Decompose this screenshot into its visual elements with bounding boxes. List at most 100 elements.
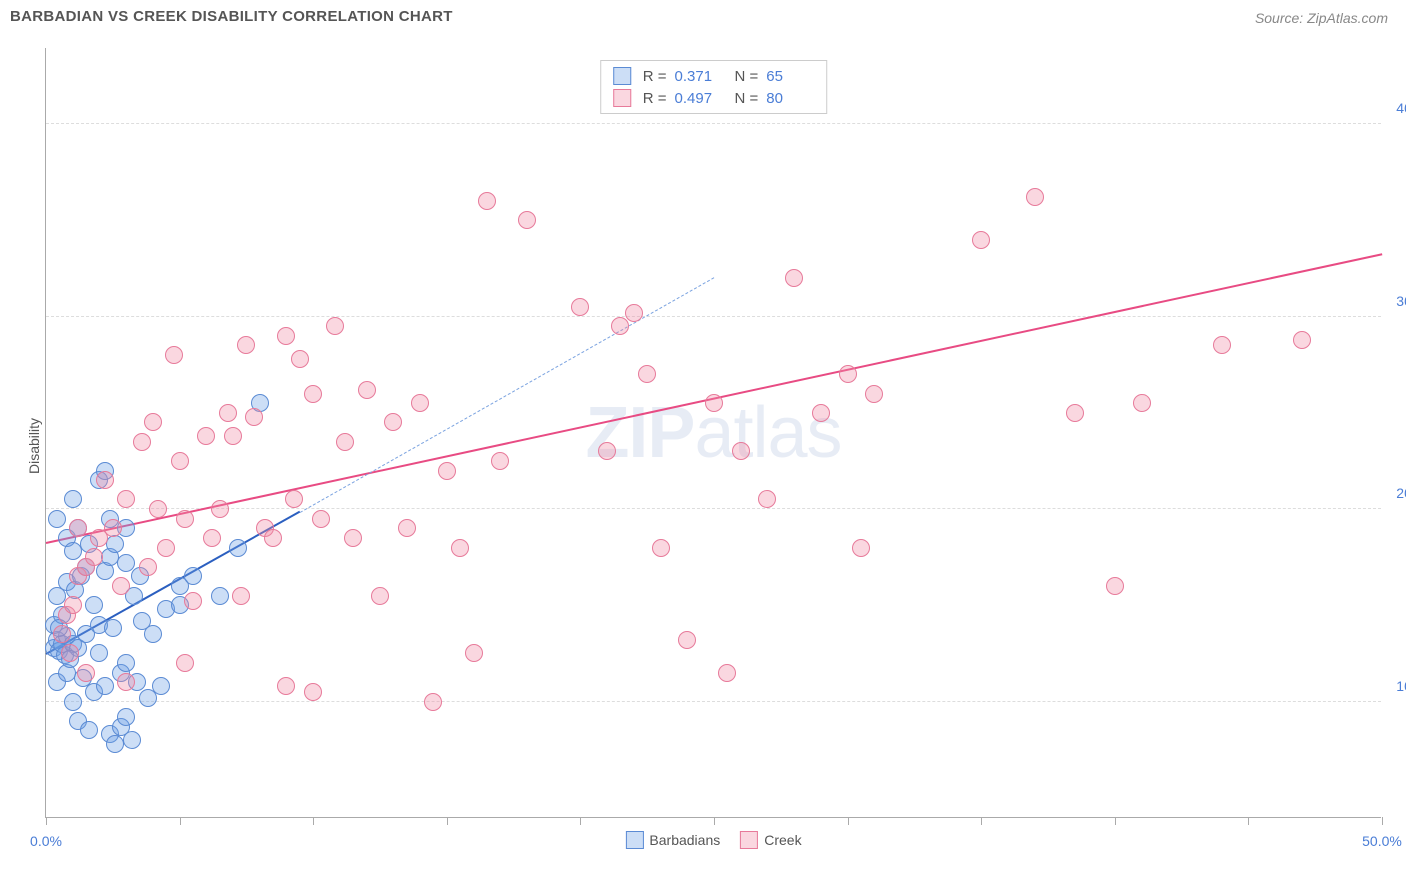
scatter-point (117, 554, 135, 572)
legend-swatch (740, 831, 758, 849)
scatter-point (96, 562, 114, 580)
scatter-point (85, 548, 103, 566)
x-tick (180, 817, 181, 825)
scatter-point (64, 635, 82, 653)
x-tick (981, 817, 982, 825)
scatter-point (625, 304, 643, 322)
scatter-point (104, 519, 122, 537)
scatter-point (72, 567, 90, 585)
scatter-point (80, 721, 98, 739)
scatter-point (90, 529, 108, 547)
r-value: 0.371 (675, 68, 723, 85)
scatter-point (101, 510, 119, 528)
n-label: N = (735, 68, 759, 85)
legend-swatch (625, 831, 643, 849)
scatter-point (77, 558, 95, 576)
scatter-plot-area: ZIPatlas R =0.371N =65R =0.497N =80 Barb… (45, 48, 1381, 818)
scatter-point (64, 490, 82, 508)
scatter-point (45, 639, 63, 657)
scatter-point (285, 490, 303, 508)
scatter-point (61, 644, 79, 662)
watermark-zip: ZIP (585, 393, 694, 473)
scatter-point (96, 677, 114, 695)
scatter-point (638, 365, 656, 383)
y-tick-label: 20.0% (1396, 485, 1406, 501)
scatter-point (211, 587, 229, 605)
correlation-stats-legend: R =0.371N =65R =0.497N =80 (600, 60, 828, 114)
scatter-point (58, 606, 76, 624)
scatter-point (1213, 336, 1231, 354)
scatter-point (157, 600, 175, 618)
scatter-point (291, 350, 309, 368)
chart-source: Source: ZipAtlas.com (1255, 10, 1388, 26)
scatter-point (264, 529, 282, 547)
y-axis-label: Disability (26, 418, 42, 474)
legend-swatch (613, 89, 631, 107)
x-tick-label: 0.0% (30, 833, 62, 849)
scatter-point (112, 718, 130, 736)
scatter-point (77, 664, 95, 682)
scatter-point (48, 631, 66, 649)
scatter-point (424, 693, 442, 711)
gridline-horizontal (46, 123, 1381, 124)
scatter-point (117, 654, 135, 672)
scatter-point (304, 385, 322, 403)
stats-legend-row: R =0.497N =80 (609, 87, 819, 109)
scatter-point (785, 269, 803, 287)
scatter-point (518, 211, 536, 229)
scatter-point (277, 677, 295, 695)
scatter-point (112, 664, 130, 682)
scatter-point (96, 471, 114, 489)
x-tick (580, 817, 581, 825)
scatter-point (491, 452, 509, 470)
trend-line (300, 277, 715, 513)
series-legend: BarbadiansCreek (625, 831, 801, 849)
scatter-point (211, 500, 229, 518)
y-tick-label: 40.0% (1396, 100, 1406, 116)
gridline-horizontal (46, 701, 1381, 702)
r-label: R = (643, 68, 667, 85)
x-tick (1382, 817, 1383, 825)
scatter-point (171, 577, 189, 595)
scatter-point (58, 529, 76, 547)
scatter-point (58, 664, 76, 682)
x-tick-label: 50.0% (1362, 833, 1402, 849)
scatter-point (165, 346, 183, 364)
scatter-point (53, 635, 71, 653)
scatter-point (852, 539, 870, 557)
scatter-point (80, 535, 98, 553)
scatter-point (203, 529, 221, 547)
scatter-point (106, 535, 124, 553)
legend-swatch (613, 67, 631, 85)
scatter-point (117, 519, 135, 537)
x-tick (46, 817, 47, 825)
scatter-point (117, 708, 135, 726)
scatter-point (1293, 331, 1311, 349)
scatter-point (69, 519, 87, 537)
scatter-point (972, 231, 990, 249)
scatter-point (232, 587, 250, 605)
scatter-point (61, 650, 79, 668)
scatter-point (48, 587, 66, 605)
scatter-point (144, 625, 162, 643)
scatter-point (133, 433, 151, 451)
scatter-point (53, 606, 71, 624)
scatter-point (812, 404, 830, 422)
scatter-point (1026, 188, 1044, 206)
scatter-point (197, 427, 215, 445)
n-label: N = (735, 90, 759, 107)
scatter-point (171, 452, 189, 470)
x-tick (1115, 817, 1116, 825)
scatter-point (69, 567, 87, 585)
scatter-point (478, 192, 496, 210)
scatter-point (64, 542, 82, 560)
scatter-point (128, 673, 146, 691)
scatter-point (312, 510, 330, 528)
scatter-point (438, 462, 456, 480)
scatter-point (184, 567, 202, 585)
y-tick-label: 10.0% (1396, 678, 1406, 694)
scatter-point (58, 627, 76, 645)
scatter-point (611, 317, 629, 335)
scatter-point (149, 500, 167, 518)
gridline-horizontal (46, 316, 1381, 317)
